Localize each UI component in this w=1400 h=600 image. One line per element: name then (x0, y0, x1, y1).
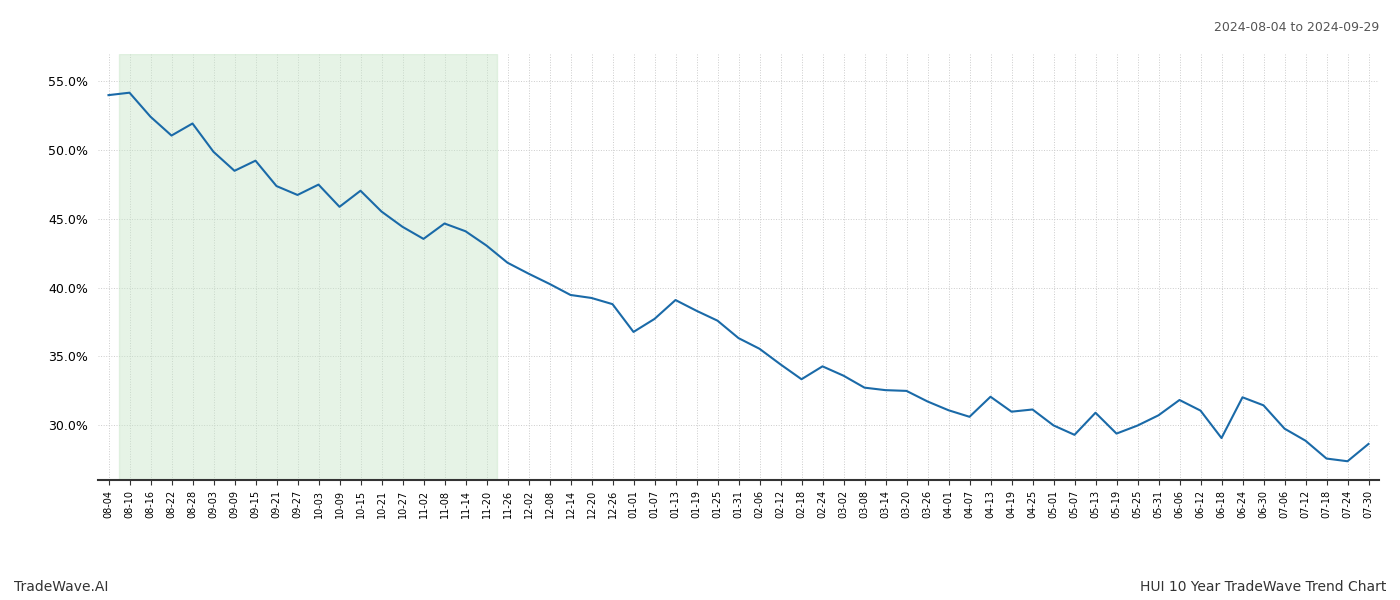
Text: HUI 10 Year TradeWave Trend Chart: HUI 10 Year TradeWave Trend Chart (1140, 580, 1386, 594)
Text: 2024-08-04 to 2024-09-29: 2024-08-04 to 2024-09-29 (1214, 21, 1379, 34)
Text: TradeWave.AI: TradeWave.AI (14, 580, 108, 594)
Bar (119, 54, 497, 480)
